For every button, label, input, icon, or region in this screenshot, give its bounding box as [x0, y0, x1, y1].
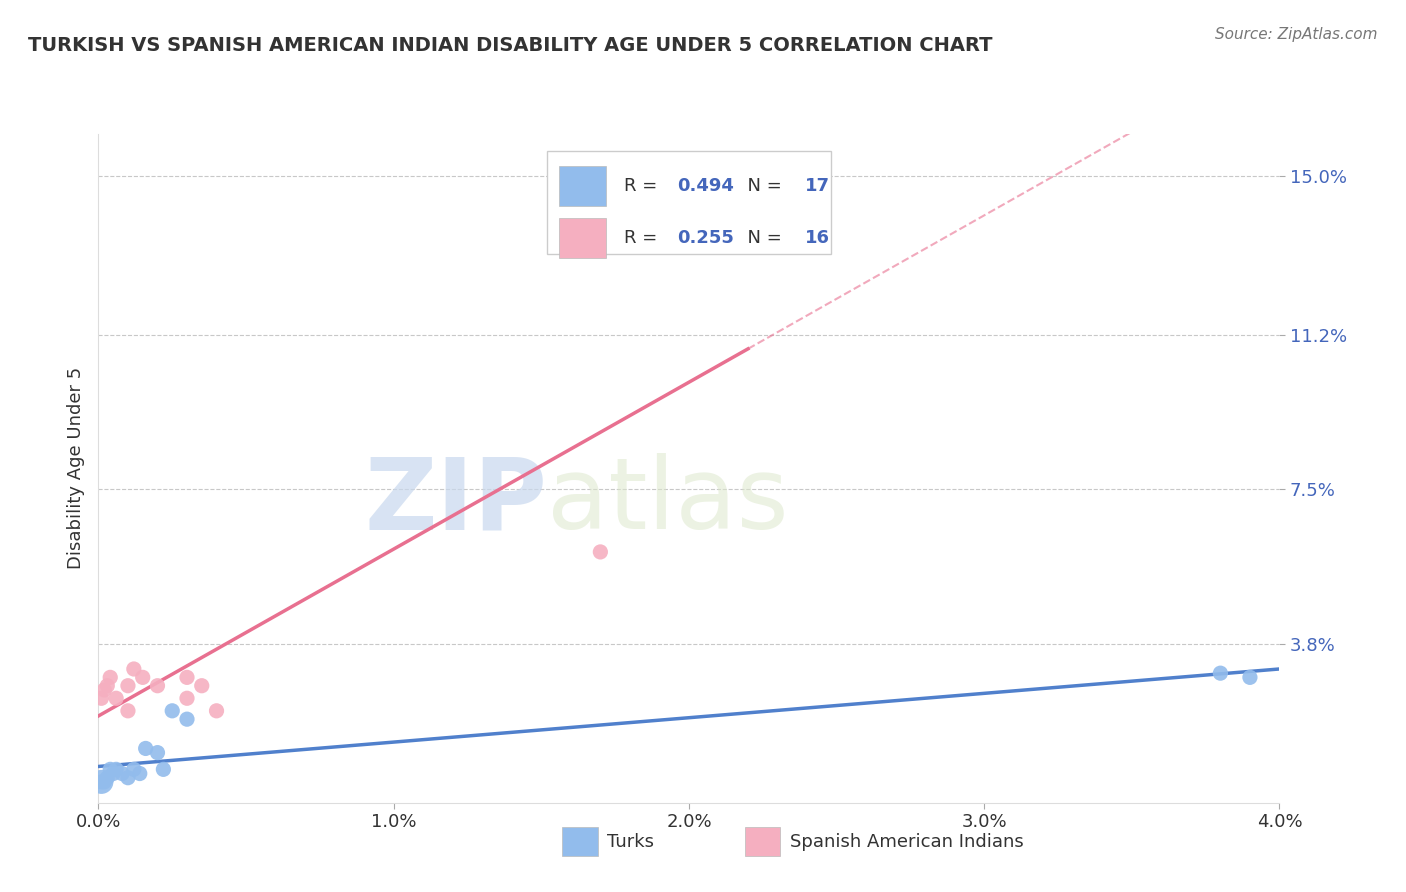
Point — [191, 679, 214, 693]
Point — [111, 766, 134, 780]
Point — [93, 682, 115, 697]
Point — [128, 766, 150, 780]
Text: 0.494: 0.494 — [678, 178, 734, 195]
Text: R =: R = — [624, 178, 664, 195]
Point — [122, 662, 145, 676]
Bar — [560, 218, 606, 258]
Text: R =: R = — [624, 229, 664, 247]
Bar — [560, 166, 606, 206]
Text: ZIP: ZIP — [364, 453, 547, 550]
Point — [98, 670, 121, 684]
Point — [205, 704, 228, 718]
Text: Turks: Turks — [607, 833, 654, 851]
Point — [1209, 666, 1232, 681]
Point — [90, 691, 112, 706]
Text: TURKISH VS SPANISH AMERICAN INDIAN DISABILITY AGE UNDER 5 CORRELATION CHART: TURKISH VS SPANISH AMERICAN INDIAN DISAB… — [28, 36, 993, 54]
Point — [96, 771, 118, 785]
Point — [117, 679, 139, 693]
Text: atlas: atlas — [547, 453, 789, 550]
Point — [98, 762, 121, 776]
Point — [105, 691, 128, 706]
Point — [135, 741, 157, 756]
Point — [90, 775, 112, 789]
Point — [1239, 670, 1261, 684]
Point — [146, 746, 169, 760]
Y-axis label: Disability Age Under 5: Disability Age Under 5 — [66, 368, 84, 569]
Point — [117, 704, 139, 718]
Point — [589, 545, 612, 559]
Text: 17: 17 — [804, 178, 830, 195]
Point — [176, 712, 198, 726]
Text: N =: N = — [737, 178, 787, 195]
Text: 16: 16 — [804, 229, 830, 247]
Point — [103, 766, 124, 780]
Point — [146, 679, 169, 693]
Point — [176, 670, 198, 684]
Point — [176, 691, 198, 706]
Point — [122, 762, 145, 776]
Point — [132, 670, 155, 684]
Point — [117, 771, 139, 785]
Point — [162, 704, 183, 718]
Point — [90, 775, 112, 789]
Text: N =: N = — [737, 229, 787, 247]
Point — [152, 762, 174, 776]
Text: Source: ZipAtlas.com: Source: ZipAtlas.com — [1215, 27, 1378, 42]
Text: 0.255: 0.255 — [678, 229, 734, 247]
Point — [96, 679, 118, 693]
FancyBboxPatch shape — [547, 151, 831, 254]
Point — [105, 762, 128, 776]
Point — [737, 231, 759, 245]
Text: Spanish American Indians: Spanish American Indians — [790, 833, 1024, 851]
Point — [93, 775, 115, 789]
